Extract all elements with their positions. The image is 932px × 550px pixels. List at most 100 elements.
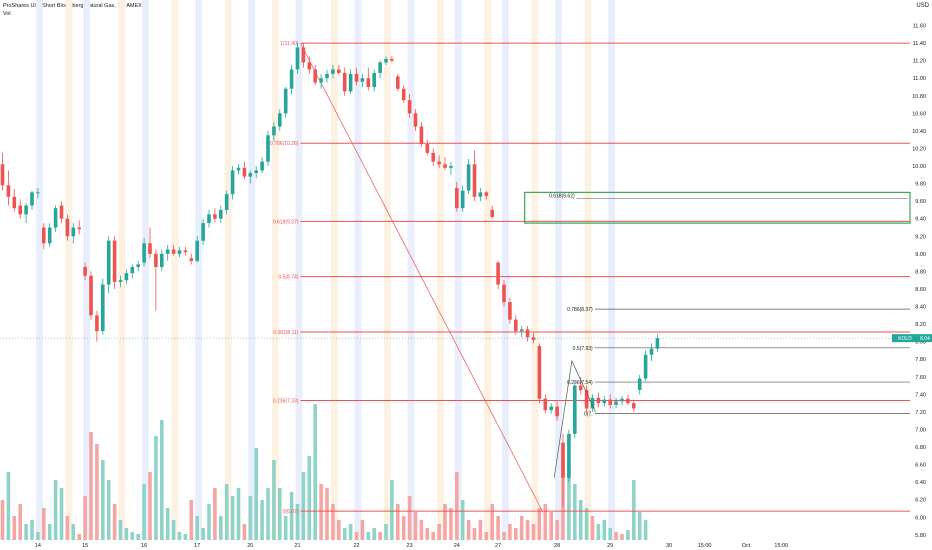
session-band <box>484 0 492 540</box>
candle-body <box>490 209 494 217</box>
trendline[interactable] <box>300 42 543 512</box>
candle-body <box>390 58 394 61</box>
candle-body <box>325 73 329 79</box>
volume-bar <box>354 532 359 540</box>
target-box-rect <box>524 191 911 224</box>
session-band <box>171 0 179 540</box>
price-axis[interactable]: 5.80 6.00 6.20 6.40 6.60 6.80 7.00 7.20 7.40 7.60… <box>912 24 926 539</box>
candle-body <box>478 192 483 197</box>
pattern-polyline <box>553 359 596 478</box>
fib-level-label: 0(6.07) <box>283 509 299 515</box>
candle-body <box>573 385 577 434</box>
candle-body <box>278 113 282 127</box>
volume-bar <box>65 516 70 540</box>
volume-bar <box>443 504 447 540</box>
candle-body <box>360 78 365 82</box>
volume-bar <box>372 528 376 540</box>
volume-bar <box>626 530 630 540</box>
volume-bar <box>590 516 595 540</box>
price-tick-label: 10.60 <box>912 111 926 117</box>
session-band <box>555 0 562 540</box>
chart-header: ProShares UltraShort Bloomberg Natural G… <box>3 2 142 18</box>
time-tick-label: 29 <box>607 543 613 549</box>
candle-body <box>53 208 58 228</box>
target-box[interactable]: 0.618(9.62) <box>524 191 911 224</box>
volume-bar <box>254 448 258 540</box>
candle-body <box>289 69 294 89</box>
volume-bar <box>177 532 182 540</box>
price-tick-label: 10.80 <box>912 94 926 100</box>
candle-body <box>537 346 542 399</box>
candle-body <box>449 166 453 168</box>
candle-body <box>348 73 353 92</box>
candle-body <box>531 337 536 340</box>
volume-bar <box>77 534 81 540</box>
volume-bar <box>71 524 76 540</box>
price-tick-label: 10.40 <box>912 129 926 135</box>
price-tick-label: 7.00 <box>915 427 926 433</box>
volume-bar <box>236 488 241 540</box>
volume-bar <box>525 520 530 540</box>
candle-body <box>643 354 648 379</box>
volume-bar <box>602 520 607 540</box>
volume-bar <box>47 524 52 540</box>
currency-label: USD <box>916 3 929 9</box>
candle-body <box>502 284 506 303</box>
fib-right-label: 0.236(7.54) <box>567 380 593 386</box>
price-tick-label: 8.00 <box>915 340 926 346</box>
last-price-badge-bg <box>892 334 932 343</box>
candle-body <box>384 58 388 63</box>
volume-bar <box>472 528 477 540</box>
candle-body <box>525 329 530 338</box>
candle-body <box>378 62 382 73</box>
price-tick-label: 6.80 <box>915 445 926 451</box>
candle-body <box>596 397 601 404</box>
trendline-segment <box>300 42 543 512</box>
volume-bar <box>12 516 17 540</box>
volume-bar <box>584 508 589 540</box>
candle-body <box>6 185 11 197</box>
candle-body <box>230 170 235 195</box>
candle-body <box>608 399 612 405</box>
time-axis[interactable]: 14 15 16 17 20 21 22 23 24 27 28 29 30 15:00 Oct 15:00 <box>35 543 788 549</box>
candle-body <box>0 164 5 186</box>
volume-bar <box>213 488 217 540</box>
fib-level-label: 0.236(7.33) <box>273 398 299 404</box>
candle-body <box>142 243 146 263</box>
candle-body <box>154 253 158 268</box>
candle-body <box>18 205 22 215</box>
candle-body <box>295 47 300 70</box>
volume-bar <box>207 504 211 540</box>
pattern-lines[interactable] <box>553 359 596 478</box>
volume-bar <box>142 484 146 540</box>
volume-bar <box>632 480 636 540</box>
candle-body <box>77 227 81 230</box>
candle-body <box>283 88 288 114</box>
volume-bar <box>195 516 199 540</box>
candles <box>0 43 660 507</box>
volume-bar <box>201 528 205 540</box>
candle-body <box>602 399 607 404</box>
volume-bar <box>242 524 247 540</box>
candle-body <box>207 214 211 224</box>
volume-label: Vol <box>3 11 11 17</box>
candle-body <box>614 401 618 405</box>
candle-body <box>71 227 76 237</box>
last-price-value: 8.04 <box>920 336 930 342</box>
candle-body <box>59 205 64 219</box>
candle-body <box>124 273 129 281</box>
time-tick-label: 17 <box>194 543 200 549</box>
candle-body <box>337 69 341 73</box>
fibonacci-right[interactable]: 0.786(8.37) 0.5(7.93) 0.236(7.54) 0(7. <box>567 307 910 418</box>
candle-body <box>637 378 642 390</box>
candle-body <box>112 240 117 282</box>
time-tick-label: 15 <box>82 543 88 549</box>
volume-bar <box>337 520 341 540</box>
candle-body <box>514 319 518 332</box>
candle-body <box>455 187 459 209</box>
volume-bar <box>0 500 5 540</box>
fib-level-label: 0.786(10.26) <box>270 141 299 147</box>
time-tick-label: 20 <box>247 543 253 549</box>
candle-body <box>561 442 565 478</box>
